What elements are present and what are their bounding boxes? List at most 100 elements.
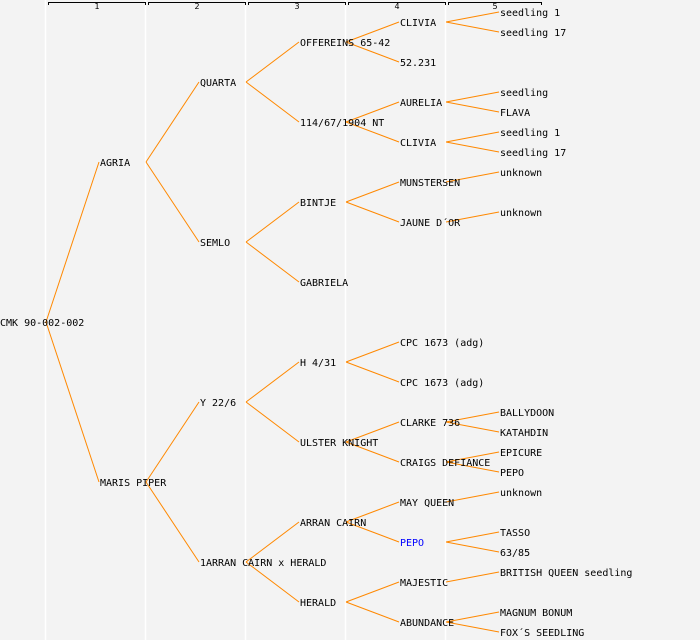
node-label: CMK 90-002-002 — [0, 318, 84, 329]
connector-line — [345, 101, 400, 123]
generation-number: 5 — [492, 2, 497, 11]
connector-line — [345, 421, 400, 443]
node-label: seedling 1 — [500, 128, 560, 139]
generation-bracket — [48, 2, 146, 5]
node-label: seedling — [500, 88, 548, 99]
connector-line — [445, 171, 500, 183]
connector-line — [345, 501, 400, 523]
connector-line — [445, 411, 500, 423]
node-label: MAGNUM BONUM — [500, 608, 572, 619]
node-label: AGRIA — [100, 158, 130, 169]
node-label: PEPO — [400, 538, 424, 549]
connector-line — [445, 91, 500, 103]
connector-line — [445, 621, 500, 633]
generation-bracket — [148, 2, 246, 5]
connector-line — [345, 341, 400, 363]
connector-line — [445, 541, 500, 553]
node-label: unknown — [500, 168, 542, 179]
generation-bracket — [348, 2, 446, 5]
connector-line — [445, 11, 500, 23]
connector-line — [445, 21, 500, 33]
connector-line — [145, 81, 200, 163]
node-label: MAJESTIC — [400, 578, 448, 589]
node-label: PEPO — [500, 468, 524, 479]
connector-line — [245, 201, 300, 243]
connector-line — [445, 531, 500, 543]
connector-line — [445, 451, 500, 463]
connector-line — [345, 201, 400, 223]
node-label: MUNSTERSEN — [400, 178, 460, 189]
node-label: seedling 17 — [500, 148, 566, 159]
generation-bracket — [248, 2, 346, 5]
node-label: SEMLO — [200, 238, 230, 249]
node-label: GABRIELA — [300, 278, 348, 289]
node-label: EPICURE — [500, 448, 542, 459]
connector-line — [245, 401, 300, 443]
connector-line — [345, 21, 400, 43]
connector-line — [245, 561, 300, 603]
connector-line — [145, 401, 200, 483]
node-label: ULSTER KNIGHT — [300, 438, 378, 449]
node-label: CRAIGS DEFIANCE — [400, 458, 490, 469]
node-label: 1ARRAN CAIRN x HERALD — [200, 558, 326, 569]
node-label: FLAVA — [500, 108, 530, 119]
node-label: CLARKE 736 — [400, 418, 460, 429]
node-label: CLIVIA — [400, 18, 436, 29]
connector-line — [445, 461, 500, 473]
connector-line — [445, 421, 500, 433]
node-label: unknown — [500, 488, 542, 499]
node-label: Y 22/6 — [200, 398, 236, 409]
node-label: 63/85 — [500, 548, 530, 559]
connector-line — [345, 441, 400, 463]
node-label: HERALD — [300, 598, 336, 609]
generation-number: 1 — [94, 2, 99, 11]
connector-line — [445, 571, 500, 583]
connector-line — [145, 481, 200, 563]
connector-line — [45, 321, 100, 483]
node-label: ARRAN CAIRN — [300, 518, 366, 529]
node-label: FOX´S SEEDLING — [500, 627, 584, 639]
connector-line — [245, 361, 300, 403]
generation-bracket — [448, 2, 542, 5]
node-label: 114/67/1904 NT — [300, 118, 384, 129]
node-label: seedling 17 — [500, 28, 566, 39]
connector-line — [345, 601, 400, 623]
connector-line — [245, 241, 300, 283]
node-label: ABUNDANCE — [400, 618, 454, 629]
node-label: BINTJE — [300, 198, 336, 209]
connector-line — [345, 41, 400, 63]
node-label: OFFEREINS 65-42 — [300, 38, 390, 49]
connector-line — [145, 161, 200, 243]
connector-line — [345, 521, 400, 543]
generation-number: 4 — [394, 2, 399, 11]
node-label: H 4/31 — [300, 358, 336, 369]
node-label: CLIVIA — [400, 138, 436, 149]
connector-line — [245, 81, 300, 123]
connector-line — [445, 131, 500, 143]
node-label: CPC 1673 (adg) — [400, 378, 484, 389]
connector-line — [245, 521, 300, 563]
connector-line — [345, 581, 400, 603]
node-label: QUARTA — [200, 78, 236, 89]
connector-line — [245, 41, 300, 83]
node-label: KATAHDIN — [500, 428, 548, 439]
node-label: JAUNE D´OR — [400, 217, 461, 229]
node-label: unknown — [500, 208, 542, 219]
generation-number: 2 — [194, 2, 199, 11]
node-label: BRITISH QUEEN seedling — [500, 568, 632, 579]
connector-line — [445, 611, 500, 623]
connector-line — [45, 161, 100, 323]
connector-line — [445, 101, 500, 113]
node-label: MARIS PIPER — [100, 478, 167, 489]
node-label: seedling 1 — [500, 8, 560, 19]
node-label: BALLYDOON — [500, 408, 554, 419]
connector-line — [345, 121, 400, 143]
connector-line — [445, 141, 500, 153]
node-label: 52.231 — [400, 58, 436, 69]
connector-line — [345, 181, 400, 203]
node-label: CPC 1673 (adg) — [400, 338, 484, 349]
connector-line — [445, 491, 500, 503]
connector-line — [445, 211, 500, 223]
node-label: AURELIA — [400, 98, 442, 109]
